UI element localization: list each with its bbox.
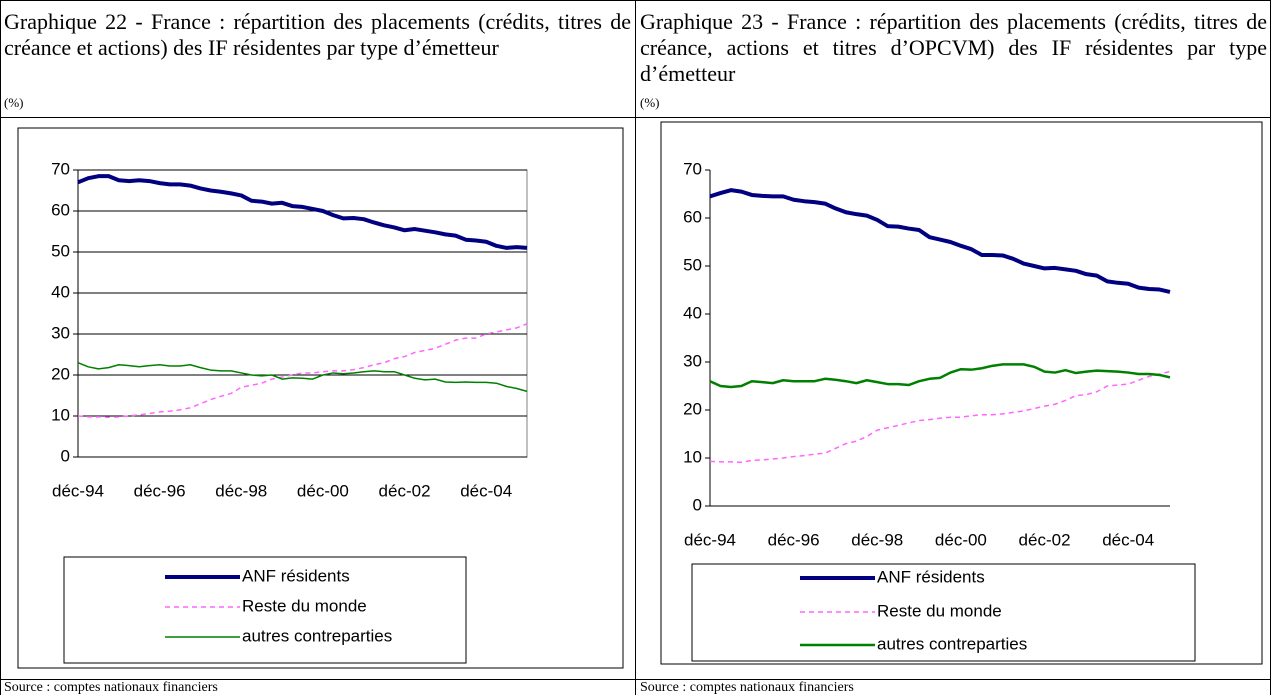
chart: 0 10 20 30 40 50 60 70 déc-94 déc-96 déc-98 déc-00 d…: [660, 121, 1263, 665]
y-tick-label: 70: [683, 159, 702, 178]
y-tick-label: 70: [51, 159, 70, 178]
border: [0, 0, 1, 695]
data-line: [709, 370, 1171, 464]
data-line: [77, 362, 528, 393]
x-tick-label: déc-04: [460, 481, 512, 500]
x-tick-label: déc-94: [52, 481, 104, 500]
legend-label: autres contreparties: [877, 634, 1027, 653]
panel-title: Graphique 23 - France : répartition des …: [640, 9, 1267, 86]
unit-label: (%): [4, 95, 24, 110]
legend-box: [691, 563, 1196, 662]
chart-frame: [660, 121, 1263, 665]
data-line: [709, 188, 1171, 294]
y-tick-label: 40: [683, 303, 702, 322]
x-tick-label: déc-02: [1019, 530, 1071, 549]
legend-label: Reste du monde: [877, 601, 1002, 620]
y-tick-label: 60: [51, 200, 70, 219]
x-tick-label: déc-96: [134, 481, 186, 500]
source-note: Source : comptes nationaux financiers: [4, 680, 218, 695]
y-tick-label: 10: [683, 447, 702, 466]
x-tick-label: déc-00: [935, 530, 987, 549]
x-tick-label: déc-04: [1102, 530, 1154, 549]
chart: 0 10 20 30 40 50 60 70 déc-94 déc-96 déc-98 déc-00 d…: [17, 127, 624, 669]
y-tick-label: 50: [683, 255, 702, 274]
title-cell: Graphique 22 - France : répartition des …: [0, 0, 635, 117]
legend-label: ANF résidents: [877, 567, 985, 586]
chart-frame: [17, 127, 624, 669]
legend-label: ANF résidents: [242, 566, 350, 585]
x-tick-label: déc-00: [297, 481, 349, 500]
x-tick-label: déc-98: [215, 481, 267, 500]
unit-label: (%): [640, 95, 660, 110]
panel-title: Graphique 22 - France : répartition des …: [4, 9, 631, 60]
data-line: [709, 363, 1171, 389]
data-line: [77, 174, 528, 250]
legend-label: Reste du monde: [242, 596, 367, 615]
source-note: Source : comptes nationaux financiers: [640, 680, 854, 695]
data-line: [77, 323, 528, 418]
x-tick-label: déc-94: [684, 530, 736, 549]
y-tick-label: 20: [51, 364, 70, 383]
y-tick-label: 0: [61, 446, 70, 465]
y-tick-label: 10: [51, 405, 70, 424]
y-tick-label: 60: [683, 207, 702, 226]
legend-box: [63, 556, 467, 664]
border: [0, 0, 1271, 1]
title-cell: Graphique 23 - France : répartition des …: [636, 0, 1271, 117]
border: [0, 117, 1271, 118]
y-tick-label: 50: [51, 241, 70, 260]
legend-label: autres contreparties: [242, 626, 392, 645]
y-tick-label: 30: [683, 351, 702, 370]
x-tick-label: déc-02: [379, 481, 431, 500]
y-tick-label: 0: [693, 495, 702, 514]
x-tick-label: déc-98: [851, 530, 903, 549]
x-tick-label: déc-96: [768, 530, 820, 549]
y-tick-label: 30: [51, 323, 70, 342]
border: [0, 679, 1271, 680]
y-tick-label: 20: [683, 399, 702, 418]
border: [635, 0, 636, 695]
y-tick-label: 40: [51, 282, 70, 301]
